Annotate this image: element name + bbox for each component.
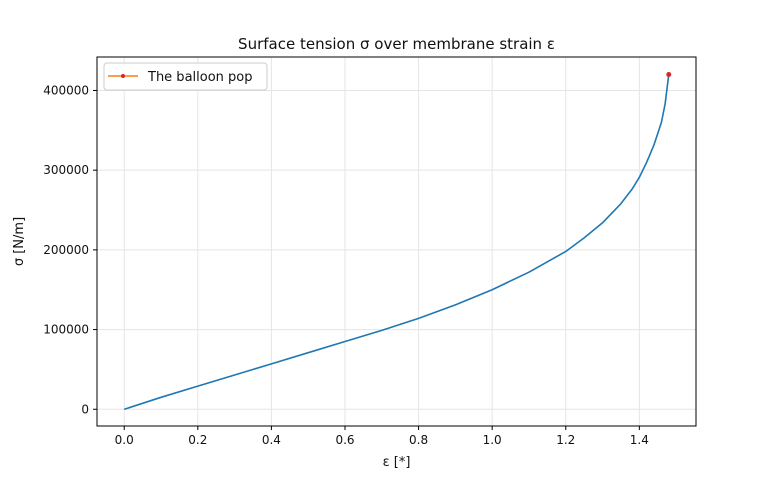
balloon-pop-point [666, 72, 672, 78]
plot-frame [96, 56, 697, 427]
x-tick-label: 0.6 [335, 433, 354, 447]
x-tick-label: 0.8 [409, 433, 428, 447]
legend-marker-sample [121, 74, 125, 78]
x-tick-label: 1.0 [483, 433, 502, 447]
y-axis-ticks: 0 100000 200000 300000 400000 [43, 83, 97, 416]
x-axis-ticks: 0.0 0.2 0.4 0.6 0.8 1.0 1.2 1.4 [115, 426, 649, 447]
grid-layer [97, 57, 696, 426]
chart-title: Surface tension σ over membrane strain ε [238, 35, 555, 53]
x-axis-label: ε [*] [383, 455, 411, 470]
y-tick-label: 200000 [43, 243, 89, 257]
y-axis-label: σ [N/m] [12, 217, 27, 266]
x-tick-label: 1.4 [630, 433, 649, 447]
strain-tension-curve [123, 74, 670, 411]
x-tick-label: 0.0 [115, 433, 134, 447]
y-tick-label: 0 [81, 402, 89, 416]
legend-label: The balloon pop [147, 70, 253, 85]
y-tick-label: 400000 [43, 83, 89, 97]
x-tick-label: 0.4 [262, 433, 281, 447]
plot-layer [123, 72, 672, 411]
x-tick-label: 0.2 [188, 433, 207, 447]
y-tick-label: 100000 [43, 323, 89, 337]
legend-box [103, 62, 268, 91]
y-tick-label: 300000 [43, 163, 89, 177]
legend: The balloon pop [103, 62, 268, 91]
x-tick-label: 1.2 [556, 433, 575, 447]
